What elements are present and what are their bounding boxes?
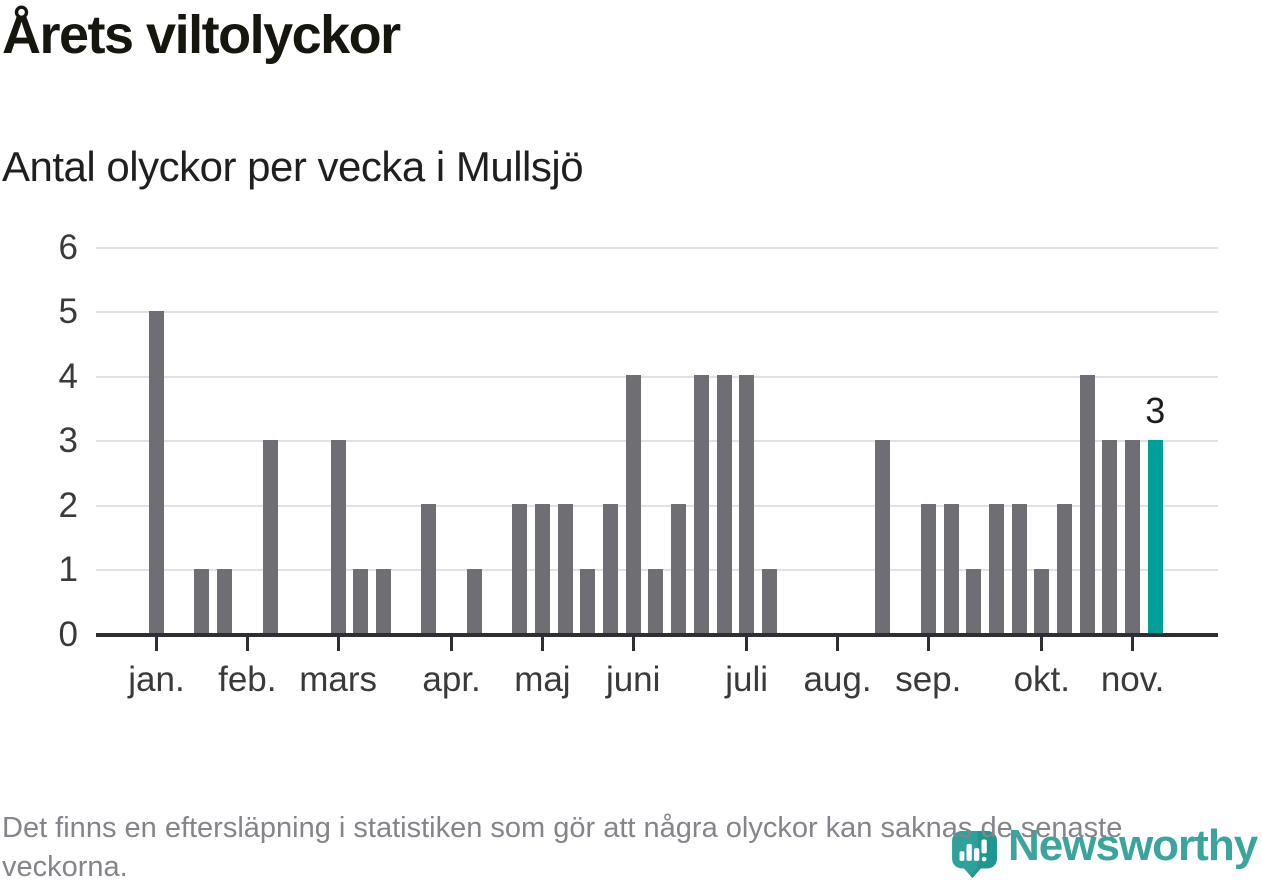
- month-tick: [336, 636, 340, 651]
- bar-week-25: [693, 375, 709, 633]
- bar-week-36: [943, 504, 959, 633]
- month-tick: [631, 636, 635, 651]
- newsworthy-pin-icon: [952, 831, 997, 878]
- bar-week-44: [1125, 439, 1141, 633]
- bar-week-43: [1102, 439, 1118, 633]
- bar-week-35: [920, 504, 936, 633]
- bar-week-22: [625, 375, 641, 633]
- newsworthy-wordmark: Newsworthy: [1008, 821, 1258, 870]
- bar-week-4: [217, 568, 233, 633]
- bar-week-1: [149, 310, 164, 633]
- month-label-apr: apr.: [422, 660, 481, 699]
- newsworthy-logo: Newsworthy: [952, 824, 1258, 878]
- month-tick: [926, 636, 930, 651]
- bar-week-17: [512, 504, 528, 633]
- month-label-jan: jan.: [128, 660, 185, 699]
- footer-note: Det finns en eftersläpning i statistiken…: [2, 812, 1123, 883]
- bar-week-3: [194, 568, 210, 633]
- latest-value-label: 3: [1145, 390, 1166, 431]
- month-label-aug: aug.: [803, 660, 872, 699]
- bar-week-6: [262, 439, 278, 633]
- bar-week-45: [1147, 439, 1163, 633]
- y-axis-tick-label: 3: [58, 421, 78, 460]
- bar-week-23: [648, 568, 664, 633]
- bar-week-37: [966, 568, 982, 633]
- month-label-juli: juli: [725, 660, 769, 699]
- month-label-sep: sep.: [895, 660, 962, 699]
- bar-week-42: [1079, 375, 1095, 633]
- gridline: [96, 375, 1218, 378]
- y-axis-tick-label: 4: [58, 356, 78, 396]
- gridline: [96, 246, 1218, 249]
- x-axis-line: [96, 632, 1218, 637]
- bar-week-15: [466, 568, 482, 633]
- month-tick: [540, 636, 544, 651]
- month-tick: [1040, 636, 1044, 651]
- month-tick: [836, 636, 839, 651]
- bar-week-19: [557, 504, 573, 633]
- bar-week-41: [1057, 504, 1072, 633]
- y-axis-tick-label: 5: [58, 292, 78, 331]
- bar-week-33: [875, 439, 891, 633]
- bar-week-38: [988, 504, 1004, 633]
- bar-week-39: [1011, 504, 1027, 633]
- month-label-okt: okt.: [1013, 660, 1070, 699]
- bar-week-28: [761, 568, 777, 633]
- bar-week-40: [1034, 568, 1050, 633]
- bar-week-27: [739, 375, 755, 633]
- month-tick: [450, 636, 454, 651]
- month-label-juni: juni: [605, 660, 661, 699]
- bar-week-9: [330, 439, 346, 633]
- y-axis-tick-label: 2: [58, 485, 78, 525]
- month-label-feb: feb.: [218, 660, 277, 699]
- bar-week-21: [603, 504, 618, 633]
- gridline: [96, 504, 1218, 507]
- month-tick: [1131, 636, 1135, 651]
- chart-subtitle: Antal olyckor per vecka i Mullsjö: [2, 143, 584, 190]
- bar-week-13: [421, 504, 437, 633]
- gridline: [96, 440, 1218, 442]
- gridline: [96, 311, 1218, 313]
- month-tick: [155, 636, 158, 651]
- y-axis-tick-label: 6: [58, 227, 78, 267]
- month-tick: [745, 636, 749, 651]
- bar-week-20: [580, 568, 596, 633]
- bar-week-11: [376, 568, 391, 633]
- bar-week-10: [353, 568, 369, 633]
- month-label-mars: mars: [299, 660, 377, 699]
- month-tick: [245, 636, 249, 651]
- chart-title: Årets viltolyckor: [2, 5, 401, 65]
- bar-week-18: [534, 504, 550, 633]
- bar-week-24: [671, 504, 687, 633]
- bar-week-26: [716, 375, 732, 633]
- y-axis-tick-label: 0: [58, 614, 78, 654]
- month-label-maj: maj: [514, 660, 571, 699]
- month-label-nov: nov.: [1100, 660, 1165, 699]
- y-axis-tick-label: 1: [58, 550, 78, 589]
